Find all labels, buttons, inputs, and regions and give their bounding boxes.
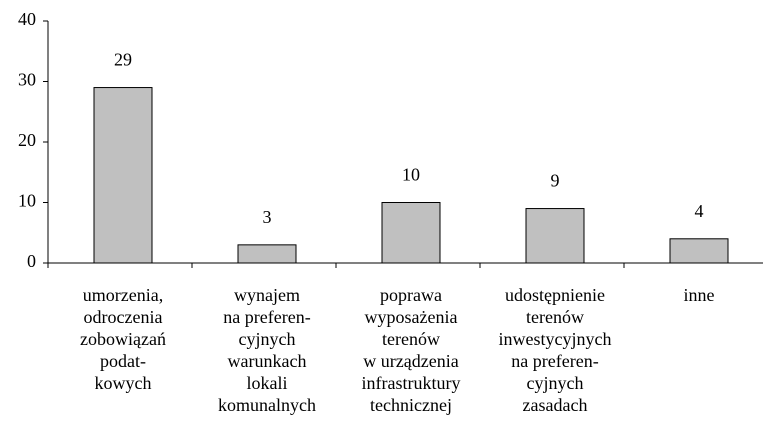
x-tick-label: cyjnych xyxy=(239,329,296,349)
data-label: 9 xyxy=(551,171,560,191)
x-tick-label: na preferen- xyxy=(223,307,310,327)
bar xyxy=(237,244,297,264)
x-tick-label: w urządzenia xyxy=(363,351,458,371)
x-tick-label: warunkach xyxy=(228,351,307,371)
x-tick-label: komunalnych xyxy=(218,395,316,415)
x-tick-label: inwestycyjnych xyxy=(499,329,612,349)
bar xyxy=(381,202,441,264)
x-tick-label: zasadach xyxy=(523,395,588,415)
bar xyxy=(525,208,585,264)
y-tick-label: 0 xyxy=(27,251,36,271)
data-label: 3 xyxy=(263,207,272,227)
y-tick-label: 20 xyxy=(18,130,36,150)
data-label: 4 xyxy=(695,201,704,221)
x-tick-label: terenów xyxy=(526,307,584,327)
x-tick-label: terenów xyxy=(382,329,440,349)
bar xyxy=(93,87,153,264)
x-tick-label: infrastruktury xyxy=(362,373,461,393)
x-tick-label: na preferen- xyxy=(511,351,598,371)
x-tick-label: cyjnych xyxy=(527,373,584,393)
y-tick-label: 30 xyxy=(18,70,36,90)
x-tick-label: udostępnienie xyxy=(505,285,605,305)
x-tick-label: kowych xyxy=(95,373,152,393)
x-tick-label: umorzenia, xyxy=(83,285,163,305)
x-tick-label: zobowiązań xyxy=(80,329,166,349)
x-tick-label: podat- xyxy=(100,351,146,371)
x-tick-label: lokali xyxy=(247,373,288,393)
y-tick-label: 10 xyxy=(18,191,36,211)
x-tick-label: poprawa xyxy=(380,285,442,305)
y-tick-label: 40 xyxy=(18,9,36,29)
data-label: 29 xyxy=(114,50,132,70)
x-tick-label: technicznej xyxy=(370,395,452,415)
data-label: 10 xyxy=(402,165,420,185)
bar xyxy=(669,238,729,264)
x-tick-label: inne xyxy=(684,285,715,305)
x-tick-label: odroczenia xyxy=(84,307,163,327)
x-tick-label: wyposażenia xyxy=(365,307,458,327)
x-tick-label: wynajem xyxy=(234,285,300,305)
